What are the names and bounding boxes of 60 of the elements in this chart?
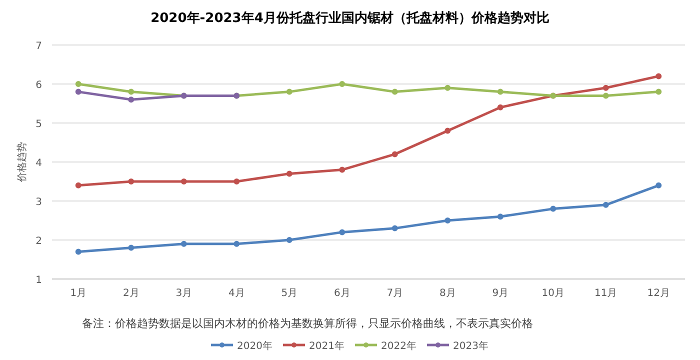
point xyxy=(497,88,504,95)
point xyxy=(128,178,134,184)
x-tick-label: 3月 xyxy=(176,288,192,299)
point xyxy=(392,225,398,232)
point xyxy=(602,202,609,208)
y-tick-label: 5 xyxy=(36,119,42,130)
point xyxy=(656,182,662,188)
legend-label: 2021年 xyxy=(309,340,344,352)
legend-label: 2023年 xyxy=(453,340,488,352)
point xyxy=(180,240,187,247)
point xyxy=(444,218,451,224)
y-tick-label: 2 xyxy=(36,236,42,247)
point xyxy=(128,244,134,251)
point xyxy=(286,88,292,95)
point xyxy=(550,206,556,212)
y-tick-label: 3 xyxy=(36,197,42,208)
point xyxy=(602,84,609,91)
x-tick-label: 5月 xyxy=(281,288,298,299)
point xyxy=(444,128,451,134)
point xyxy=(75,182,82,188)
point xyxy=(234,178,240,184)
point xyxy=(497,104,504,110)
point xyxy=(656,73,662,80)
legend-label: 2022年 xyxy=(381,340,416,352)
point xyxy=(75,248,82,255)
x-tick-label: 6月 xyxy=(334,288,350,299)
point xyxy=(444,84,451,91)
legend-label: 2020年 xyxy=(237,340,272,352)
point xyxy=(602,92,609,99)
point xyxy=(75,81,82,87)
point xyxy=(75,88,82,95)
x-tick-label: 11月 xyxy=(594,288,618,299)
x-tick-label: 1月 xyxy=(70,288,87,299)
point xyxy=(128,96,134,103)
x-tick-label: 10月 xyxy=(542,288,564,299)
x-tick-label: 4月 xyxy=(228,288,245,299)
point xyxy=(392,151,398,158)
point xyxy=(339,166,346,173)
point xyxy=(128,88,134,95)
y-tick-label: 1 xyxy=(36,275,42,286)
point xyxy=(286,170,292,177)
point xyxy=(339,81,346,87)
y-axis-title: 价格趋势 xyxy=(16,142,28,183)
x-tick-label: 2月 xyxy=(122,288,140,299)
x-tick-label: 9月 xyxy=(492,288,509,299)
x-tick-label: 8月 xyxy=(439,288,456,299)
point xyxy=(339,229,346,236)
text: 备注：价格趋势数据是以国内木材的价格为基数换算所得，只显示价格曲线，不表示真实价格 xyxy=(82,317,533,330)
point xyxy=(392,88,398,95)
point xyxy=(180,178,187,184)
y-tick-label: 7 xyxy=(36,41,42,52)
y-tick-label: 6 xyxy=(36,80,42,91)
chart-title: 2020年-2023年4月份托盘行业国内锯材（托盘材料）价格趋势对比 xyxy=(150,10,550,26)
point xyxy=(656,88,662,95)
y-tick-label: 4 xyxy=(36,158,42,169)
x-tick-label: 7月 xyxy=(386,288,404,299)
x-tick-label: 12月 xyxy=(647,288,670,299)
point xyxy=(286,237,292,243)
point xyxy=(234,240,240,247)
point xyxy=(497,214,504,220)
